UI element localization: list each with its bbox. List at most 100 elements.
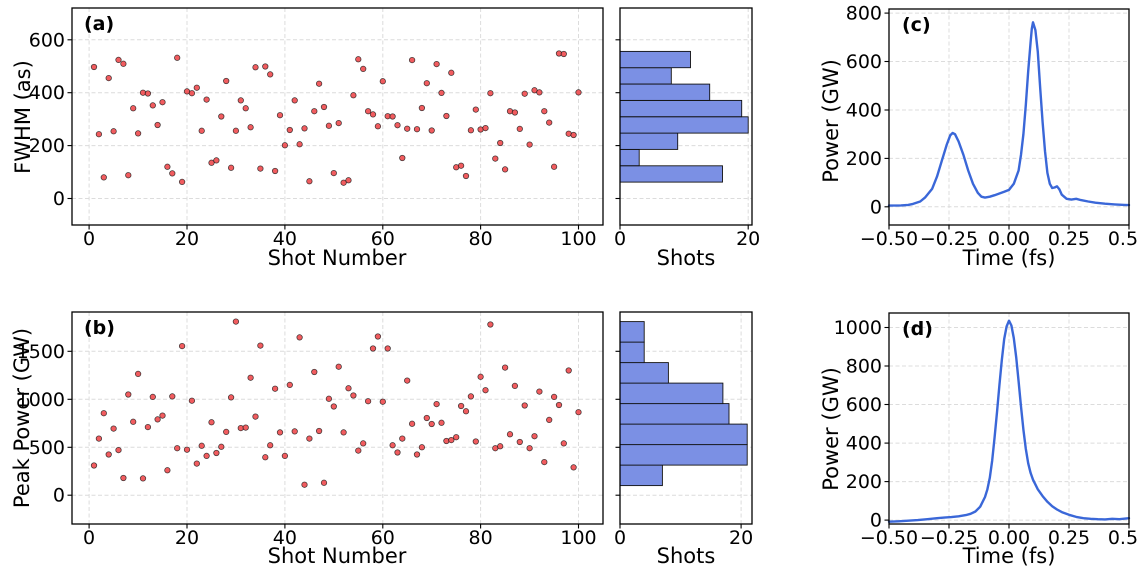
scatter-point bbox=[169, 393, 176, 400]
scatter-point bbox=[355, 447, 362, 454]
scatter-point bbox=[203, 96, 210, 103]
hist-bar bbox=[619, 132, 679, 150]
scatter-point bbox=[188, 397, 196, 404]
scatter-point bbox=[560, 440, 567, 447]
x-tick-label: 0 bbox=[614, 228, 626, 250]
scatter-point bbox=[413, 126, 421, 133]
scatter-point bbox=[139, 475, 147, 482]
scatter-point bbox=[501, 166, 509, 173]
scatter-point bbox=[428, 127, 435, 134]
scatter-point bbox=[364, 398, 372, 405]
scatter-point bbox=[252, 64, 259, 71]
scatter-point bbox=[262, 63, 269, 70]
scatter-point bbox=[227, 164, 235, 171]
scatter-point bbox=[149, 393, 156, 401]
scatter-point bbox=[482, 387, 489, 394]
x-tick-label: 0 bbox=[614, 527, 626, 549]
scatter-point bbox=[418, 444, 426, 451]
scatter-point bbox=[379, 398, 386, 405]
x-tick-label: 100 bbox=[560, 228, 596, 250]
scatter-point bbox=[546, 119, 553, 126]
scatter-point bbox=[546, 416, 553, 424]
scatter-point bbox=[570, 131, 577, 139]
scatter-point bbox=[232, 127, 240, 134]
scatter-point bbox=[237, 97, 244, 104]
scatter-point bbox=[526, 445, 533, 452]
y-tick-label: 800 bbox=[846, 3, 882, 25]
scatter-point bbox=[340, 429, 347, 436]
scatter-point bbox=[178, 342, 186, 350]
scatter-point bbox=[511, 382, 519, 390]
panel-c-label: (c) bbox=[902, 14, 931, 36]
scatter-point bbox=[330, 169, 337, 177]
scatter-point bbox=[550, 393, 558, 401]
scatter-point bbox=[467, 393, 475, 400]
scatter-point bbox=[536, 388, 543, 395]
scatter-point bbox=[95, 435, 103, 442]
scatter-point bbox=[315, 427, 323, 435]
scatter-point bbox=[350, 92, 357, 99]
y-tick-label: 1000 bbox=[17, 389, 65, 411]
scatter-point bbox=[472, 438, 479, 445]
scatter-point bbox=[555, 401, 563, 409]
scatter-point bbox=[340, 179, 347, 186]
x-tick-label: 0.50 bbox=[1108, 527, 1139, 549]
scatter-point bbox=[443, 112, 450, 120]
panel-c: −0.50−0.25 0.00 0.25 0.50 0 200 400 600 800 bbox=[846, 3, 1139, 250]
scatter-point bbox=[247, 124, 254, 131]
scatter-point bbox=[115, 446, 122, 454]
scatter-point bbox=[301, 481, 308, 488]
hist-bar bbox=[619, 362, 669, 384]
scatter-point bbox=[335, 363, 342, 370]
scatter-point bbox=[120, 60, 127, 67]
hist-bar bbox=[619, 423, 748, 446]
scatter-point bbox=[364, 108, 372, 115]
x-tick-label: 0 bbox=[83, 228, 95, 250]
scatter-point bbox=[100, 174, 107, 181]
x-tick-label: 40 bbox=[273, 228, 297, 250]
panel-c-xlabel: Time (fs) bbox=[962, 246, 1056, 270]
panel-a-hist-xlabel: Shots bbox=[656, 246, 716, 270]
scatter-point bbox=[188, 90, 196, 97]
scatter-point bbox=[110, 425, 117, 432]
scatter-point bbox=[320, 479, 328, 486]
scatter-point bbox=[472, 106, 479, 113]
x-tick-label: 100 bbox=[560, 527, 596, 549]
scatter-point bbox=[394, 122, 401, 129]
scatter-point bbox=[477, 373, 484, 380]
scatter-point bbox=[462, 172, 470, 180]
scatter-point bbox=[345, 177, 352, 184]
scatter-point bbox=[125, 391, 132, 398]
panel-b-label: (b) bbox=[84, 317, 115, 339]
power-curve bbox=[887, 21, 1131, 207]
scatter-point bbox=[433, 400, 440, 408]
scatter-point bbox=[110, 128, 117, 135]
scatter-point bbox=[487, 321, 494, 328]
x-tick-label: 40 bbox=[273, 527, 297, 549]
scatter-point bbox=[536, 89, 543, 96]
hist-bar bbox=[619, 403, 730, 425]
scatter-point bbox=[218, 443, 225, 450]
scatter-point bbox=[257, 342, 264, 349]
scatter-point bbox=[330, 403, 337, 410]
scatter-point bbox=[369, 111, 377, 118]
panel-d-ylabel: Power (GW) bbox=[819, 367, 843, 491]
y-tick-label: 200 bbox=[846, 471, 882, 493]
y-tick-label: 0 bbox=[870, 196, 882, 218]
scatter-point bbox=[350, 392, 357, 399]
scatter-point bbox=[565, 367, 572, 374]
scatter-point bbox=[516, 125, 523, 133]
scatter-point bbox=[291, 97, 298, 104]
scatter-point bbox=[227, 394, 235, 401]
y-tick-label: 800 bbox=[846, 356, 882, 378]
y-tick-label: 600 bbox=[846, 394, 882, 416]
panel-c-ylabel: Power (GW) bbox=[819, 59, 843, 183]
y-tick-label: 200 bbox=[846, 148, 882, 170]
scatter-point bbox=[404, 125, 411, 132]
scatter-point bbox=[399, 154, 406, 162]
scatter-point bbox=[374, 333, 382, 340]
scatter-point bbox=[462, 408, 470, 415]
scatter-point bbox=[541, 108, 548, 115]
scatter-point bbox=[213, 157, 220, 164]
